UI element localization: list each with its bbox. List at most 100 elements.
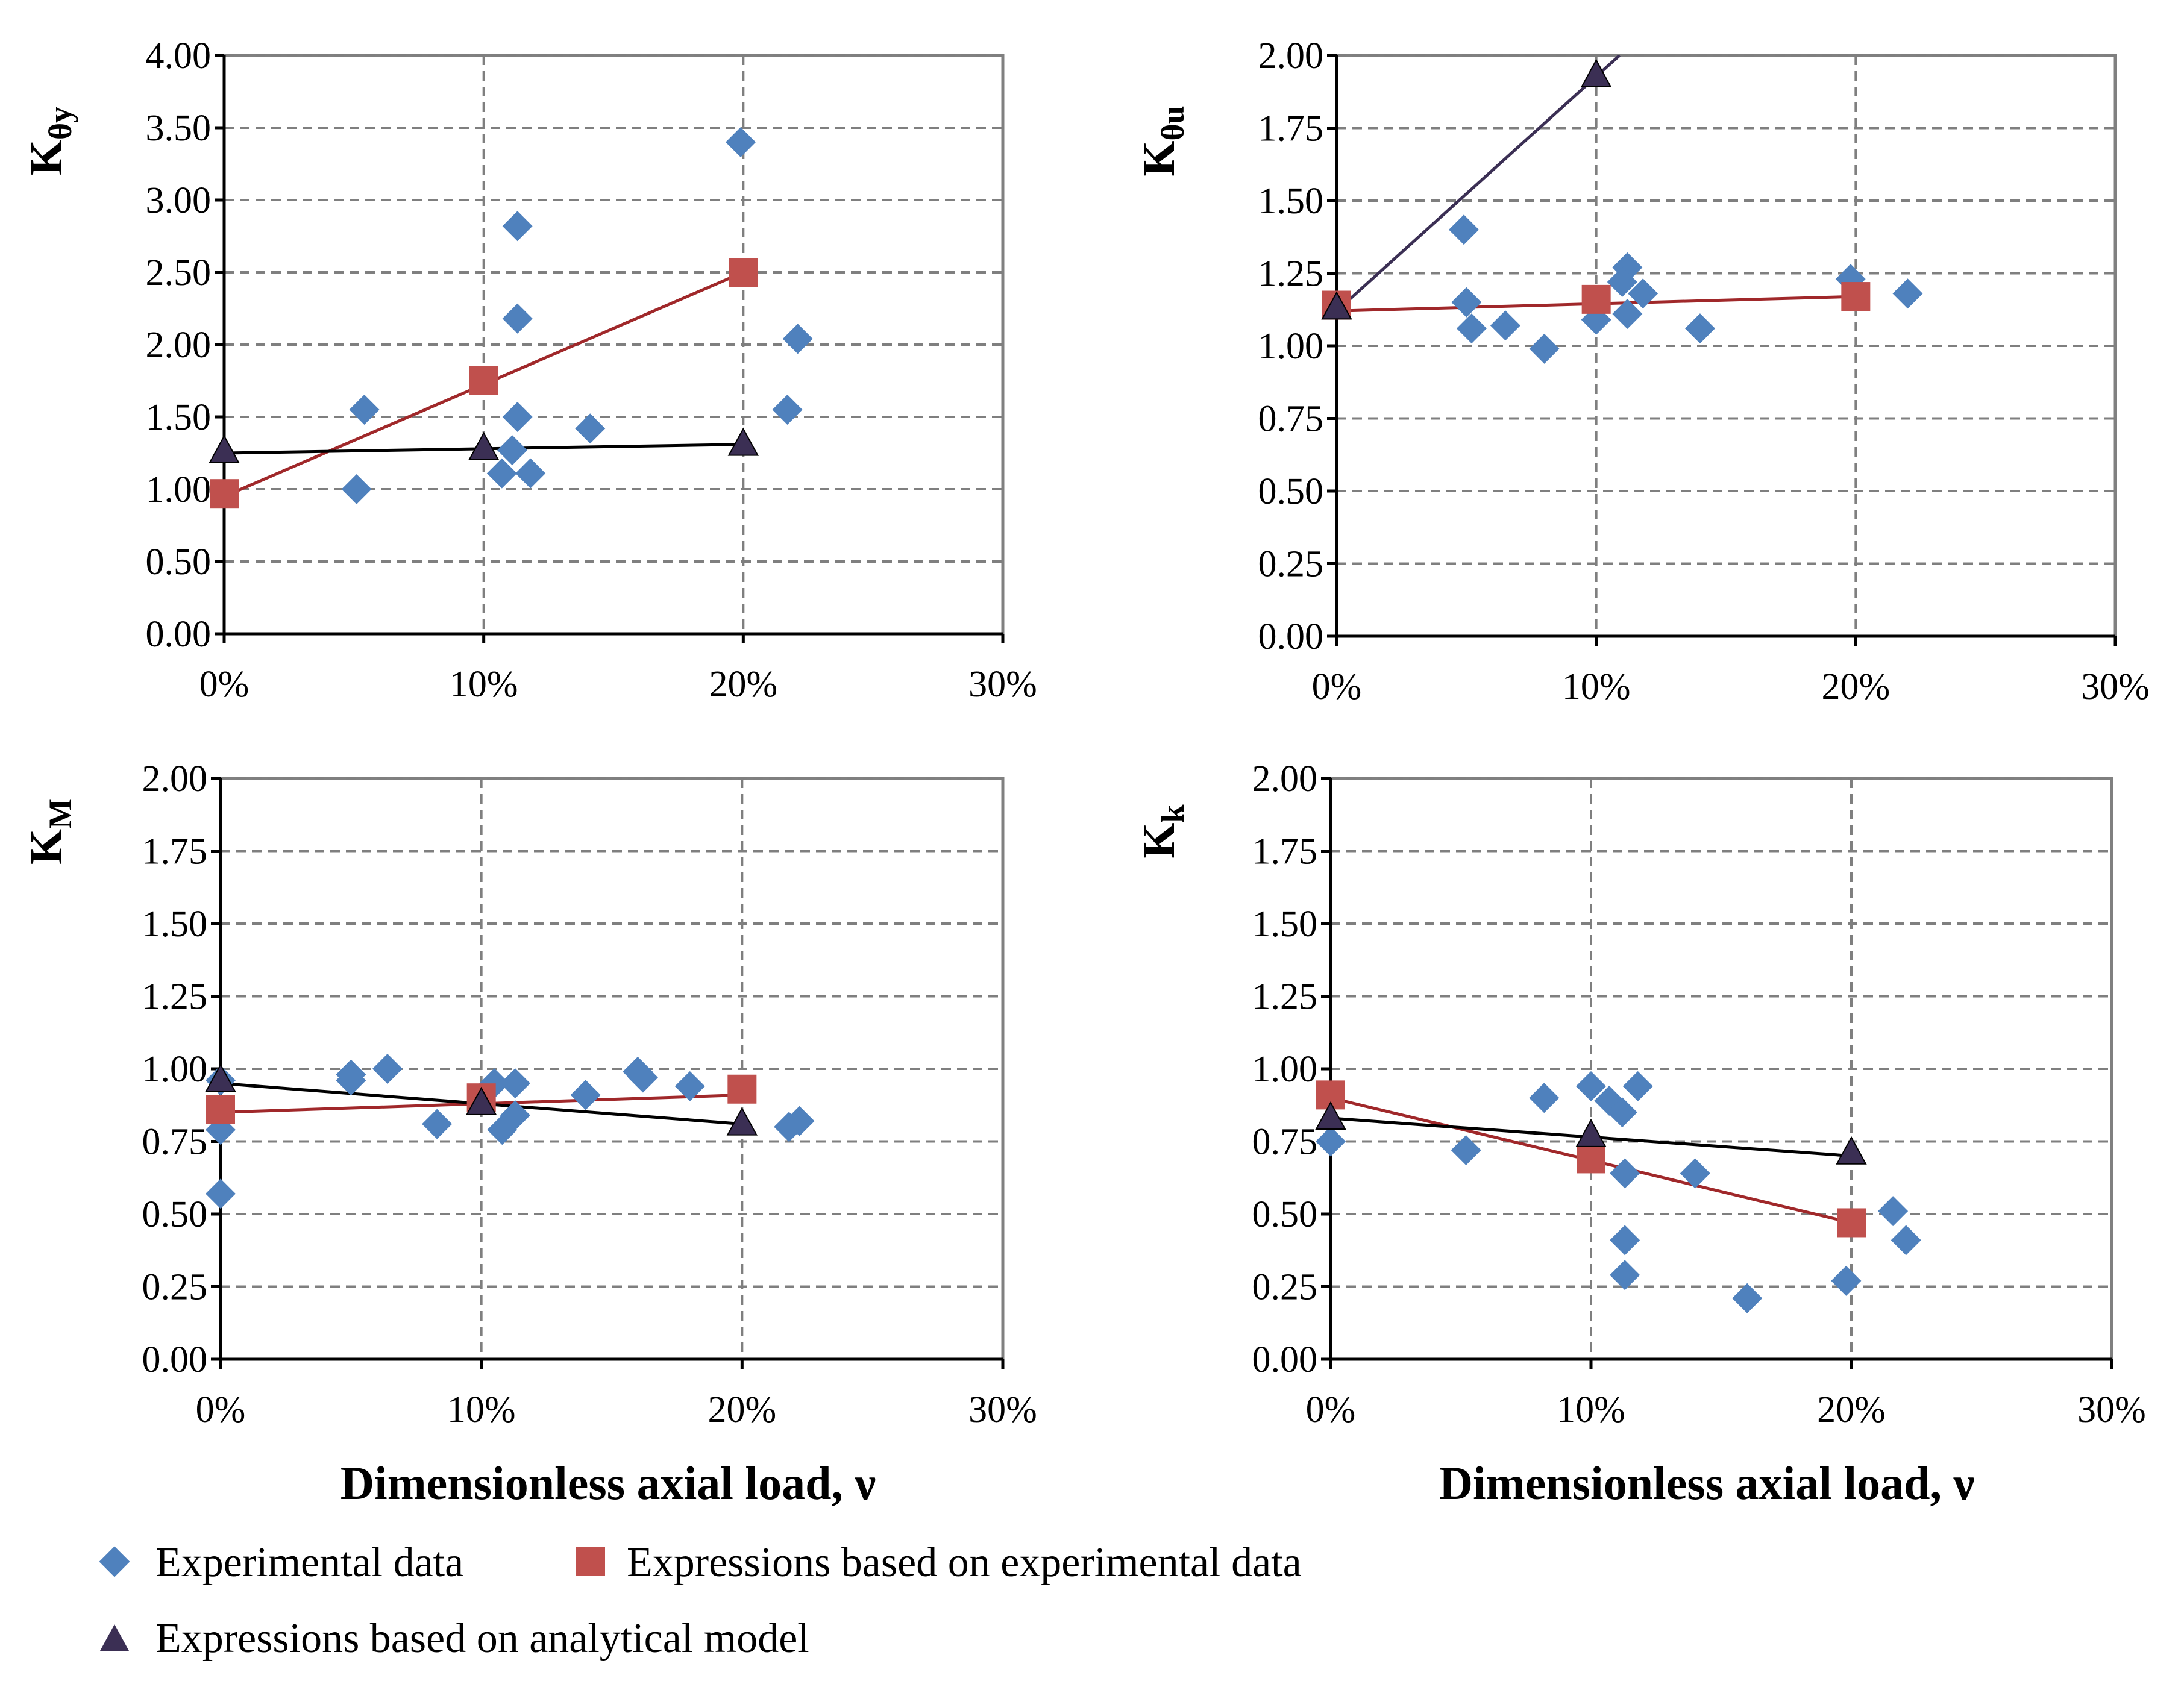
x-tick-label: 30% bbox=[2081, 666, 2150, 707]
legend-marker-triangle bbox=[100, 1624, 129, 1651]
y-tick-label: 0.00 bbox=[142, 1339, 208, 1380]
experimental-point bbox=[500, 1068, 530, 1099]
y-axis-title: KM bbox=[21, 798, 78, 865]
x-tick-label: 30% bbox=[968, 664, 1037, 705]
x-tick-label: 0% bbox=[196, 1389, 246, 1430]
y-tick-label: 0.25 bbox=[1252, 1267, 1318, 1308]
experimental-point bbox=[1891, 1225, 1921, 1256]
y-tick-label: 1.00 bbox=[1258, 326, 1324, 367]
expr-analytical-point bbox=[727, 427, 759, 456]
experimental-point bbox=[1610, 1158, 1640, 1189]
y-tick-label: 0.50 bbox=[1252, 1194, 1318, 1235]
y-tick-label: 2.00 bbox=[1258, 36, 1324, 77]
y-axis-title: Kθy bbox=[21, 107, 78, 175]
expr-analytical-point bbox=[468, 431, 500, 460]
experimental-point bbox=[1684, 313, 1715, 344]
x-axis-title-left: Dimensionless axial load, ν bbox=[340, 1457, 876, 1509]
x-tick-label: 10% bbox=[447, 1389, 516, 1430]
experimental-point bbox=[1607, 1097, 1637, 1128]
experimental-point bbox=[627, 1062, 658, 1093]
chart-panel-k-m: KM 0.00 0.25 0.50 0.75 1.00 1.25 1.50 1.75 2.00 0… bbox=[21, 759, 1037, 1430]
y-tick-label: 1.25 bbox=[1252, 977, 1318, 1018]
legend-item-experimental: Experimental data bbox=[99, 1539, 463, 1586]
y-tick-label: 1.75 bbox=[1252, 831, 1318, 872]
experimental-point bbox=[1628, 278, 1658, 309]
expr-analytical-point bbox=[1580, 58, 1612, 87]
experimental-point bbox=[1610, 1225, 1640, 1256]
y-axis-title: Kθu bbox=[1134, 105, 1191, 176]
experimental-point bbox=[486, 458, 517, 489]
expr-analytical-point bbox=[1836, 1136, 1867, 1165]
y-tick-label: 0.00 bbox=[1258, 616, 1324, 657]
experimental-point bbox=[1456, 313, 1487, 344]
experimental-point bbox=[502, 303, 533, 334]
expr-experimental-point bbox=[1577, 1144, 1605, 1174]
expr-analytical-point bbox=[726, 1107, 758, 1136]
expr-experimental-point bbox=[1581, 284, 1611, 314]
experimental-point bbox=[206, 1178, 236, 1209]
experimental-point bbox=[782, 324, 813, 354]
experimental-point bbox=[349, 395, 380, 425]
experimental-point bbox=[1316, 1126, 1346, 1157]
x-tick-label: 30% bbox=[968, 1389, 1037, 1430]
experimental-point bbox=[422, 1109, 453, 1139]
experimental-point bbox=[1831, 1265, 1862, 1296]
experimental-point bbox=[1449, 214, 1480, 245]
expr-analytical-point bbox=[1575, 1118, 1607, 1147]
experimental-point bbox=[1490, 310, 1520, 341]
x-tick-label: 10% bbox=[1557, 1389, 1625, 1430]
experimental-point bbox=[502, 402, 533, 432]
y-tick-label: 1.00 bbox=[146, 469, 212, 510]
expr-analytical-point bbox=[1321, 291, 1352, 320]
x-tick-label: 0% bbox=[1312, 666, 1362, 707]
x-tick-label: 20% bbox=[1822, 666, 1891, 707]
expr-experimental-point bbox=[210, 479, 239, 509]
experimental-point bbox=[1529, 1083, 1560, 1113]
y-tick-label: 0.00 bbox=[146, 614, 212, 655]
y-tick-label: 1.50 bbox=[1252, 904, 1318, 945]
experimental-point bbox=[1451, 1135, 1481, 1165]
y-tick-label: 1.25 bbox=[1258, 254, 1324, 295]
experimental-point bbox=[726, 127, 756, 157]
y-tick-label: 3.00 bbox=[146, 180, 212, 221]
y-tick-label: 1.00 bbox=[1252, 1049, 1318, 1090]
experimental-point bbox=[336, 1065, 366, 1096]
experimental-point bbox=[1576, 1071, 1606, 1101]
legend-marker-diamond bbox=[99, 1546, 130, 1577]
y-tick-label: 2.00 bbox=[142, 759, 208, 800]
experimental-point bbox=[1607, 266, 1637, 297]
expr-analytical-point bbox=[1315, 1101, 1346, 1130]
x-tick-label: 0% bbox=[199, 664, 249, 705]
y-tick-label: 1.75 bbox=[142, 831, 208, 872]
expr-experimental-point bbox=[729, 258, 758, 287]
expr-analytical-point bbox=[205, 1063, 236, 1092]
y-axis-title: Kk bbox=[1134, 804, 1191, 858]
legend-label-expr-analytical: Expressions based on analytical model bbox=[155, 1615, 809, 1662]
expr-experimental-point bbox=[1841, 282, 1871, 311]
x-tick-label: 0% bbox=[1306, 1389, 1356, 1430]
experimental-point bbox=[515, 458, 546, 489]
y-tick-label: 1.75 bbox=[1258, 108, 1324, 149]
experimental-point bbox=[1680, 1158, 1710, 1189]
expr-analytical-point bbox=[209, 434, 240, 463]
expr-experimental-point bbox=[727, 1074, 757, 1104]
y-tick-label: 0.75 bbox=[1252, 1122, 1318, 1163]
x-tick-label: 20% bbox=[1817, 1389, 1886, 1430]
experimental-point bbox=[1622, 1071, 1653, 1101]
experimental-point bbox=[497, 435, 528, 466]
experimental-point bbox=[500, 1100, 530, 1131]
experimental-point bbox=[1451, 287, 1482, 318]
chart-panel-k-k: Kk 0.00 0.25 0.50 0.75 1.00 1.25 1.50 1.75 2.00 0… bbox=[1134, 759, 2146, 1430]
y-tick-label: 0.25 bbox=[1258, 544, 1324, 585]
experimental-point bbox=[502, 211, 533, 242]
x-tick-label: 10% bbox=[1562, 666, 1631, 707]
legend-label-expr-experimental: Expressions based on experimental data bbox=[627, 1539, 1302, 1586]
y-tick-label: 0.75 bbox=[142, 1122, 208, 1163]
expr-analytical-point bbox=[465, 1086, 497, 1115]
x-tick-label: 20% bbox=[709, 664, 778, 705]
trend-line-analytical bbox=[1337, 55, 1621, 313]
y-tick-label: 2.00 bbox=[146, 325, 212, 366]
experimental-point bbox=[1612, 298, 1643, 329]
x-tick-label: 10% bbox=[450, 664, 518, 705]
